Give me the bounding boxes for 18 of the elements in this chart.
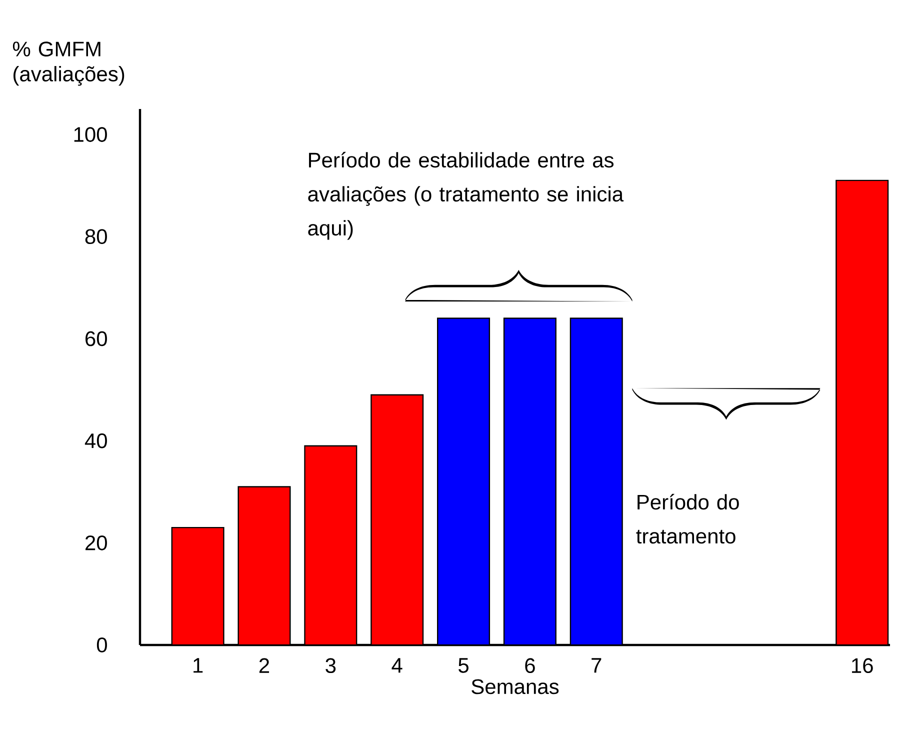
annotation: Período de estabilidade entre as avaliações (o tratamento se inicia aqui) <box>308 152 624 240</box>
x-tick-label: 16 <box>852 658 873 674</box>
y-tick-label: 0 <box>96 638 107 652</box>
y-axis-title: % GMFM (avaliações) <box>12 42 124 86</box>
x-tick-label: 4 <box>392 658 402 673</box>
x-tick-label: 6 <box>525 658 535 674</box>
y-tick-label: 40 <box>84 433 107 448</box>
y-tick-label: 80 <box>85 229 107 244</box>
x-tick-label: 2 <box>259 658 270 673</box>
annotation: Período do tratamento <box>636 494 739 544</box>
x-tick-label: 5 <box>458 658 468 673</box>
x-tick-label: 7 <box>592 658 602 673</box>
y-tick-label: 20 <box>86 535 107 550</box>
x-tick-label: 3 <box>326 658 336 674</box>
x-axis-title: Semanas <box>472 679 559 694</box>
y-tick-label: 100 <box>74 127 107 142</box>
x-tick-label: 1 <box>194 658 203 673</box>
y-tick-label: 60 <box>86 331 107 346</box>
